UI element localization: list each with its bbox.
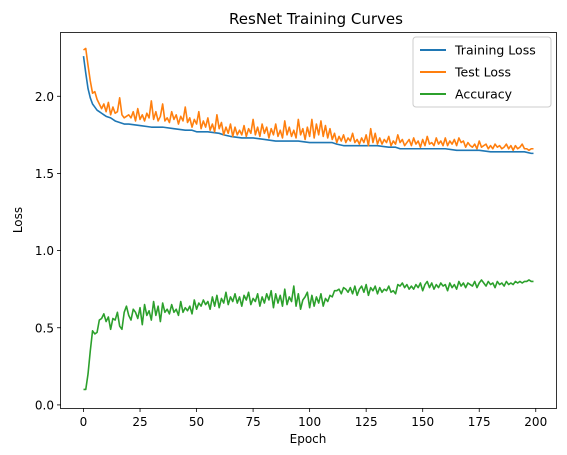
y-tick-label: 2.0 bbox=[35, 90, 54, 104]
x-tick-label: 0 bbox=[80, 415, 88, 429]
x-tick-label: 150 bbox=[411, 415, 434, 429]
y-axis: 0.0 0.5 1.0 1.5 2.0 bbox=[35, 90, 61, 412]
series-line-test-loss bbox=[83, 47, 534, 152]
x-tick-label: 175 bbox=[468, 415, 491, 429]
x-tick-label: 100 bbox=[298, 415, 321, 429]
legend-label-accuracy: Accuracy bbox=[455, 87, 513, 102]
x-axis-label: Epoch bbox=[290, 432, 327, 446]
x-tick-label: 200 bbox=[524, 415, 547, 429]
x-tick-label: 25 bbox=[132, 415, 147, 429]
x-tick-label: 125 bbox=[355, 415, 378, 429]
y-axis-label: Loss bbox=[11, 207, 25, 233]
y-tick-label: 0.0 bbox=[35, 398, 54, 412]
series-line-training-loss bbox=[82, 56, 534, 155]
x-tick-label: 50 bbox=[189, 415, 204, 429]
y-tick-label: 1.5 bbox=[35, 167, 54, 181]
legend-label-test-loss: Test Loss bbox=[454, 65, 511, 80]
legend: Training Loss Test Loss Accuracy bbox=[412, 36, 552, 108]
y-tick-label: 0.5 bbox=[35, 321, 54, 335]
chart-title: ResNet Training Curves bbox=[229, 10, 403, 28]
x-axis: 0 25 50 75 100 125 150 175 200 bbox=[80, 408, 547, 429]
legend-label-training-loss: Training Loss bbox=[454, 43, 536, 58]
plot-frame bbox=[60, 32, 557, 409]
legend-frame bbox=[412, 36, 552, 108]
series-layer bbox=[82, 47, 534, 391]
series-line-accuracy bbox=[83, 279, 534, 391]
y-tick-label: 1.0 bbox=[35, 244, 54, 258]
x-tick-label: 75 bbox=[245, 415, 260, 429]
